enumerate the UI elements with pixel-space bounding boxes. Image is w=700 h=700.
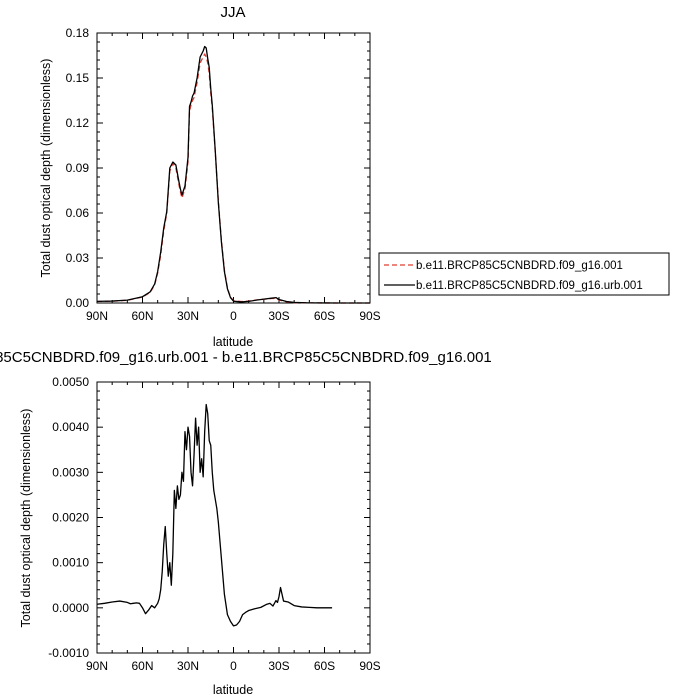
- top-plot-frame: [96, 32, 371, 304]
- chart-top: JJA 90N 60N 30N 0 30S 60S 90S 0.00 0.03 0.06 0.09 0…: [39, 4, 381, 349]
- chart-top-title: JJA: [220, 4, 245, 21]
- bottom-ytick-label: -0.0010: [48, 646, 89, 660]
- top-xtick-label: 60N: [131, 309, 153, 323]
- bottom-ytick-label: 0.0030: [52, 465, 89, 479]
- bottom-series-layer: [96, 403, 333, 627]
- top-xlabel: latitude: [213, 335, 253, 349]
- chart-bottom-title: CP85C5CNBDRD.f09_g16.urb.001 - b.e11.BRC…: [0, 349, 492, 366]
- top-xtick-label: 90S: [359, 309, 380, 323]
- top-xtick-label: 30S: [268, 309, 289, 323]
- top-xtick-label: 90N: [86, 309, 108, 323]
- legend: b.e11.BRCP85C5CNBDRD.f09_g16.001 b.e11.B…: [378, 252, 670, 296]
- top-ytick-label: 0.15: [66, 71, 90, 85]
- bottom-plot-frame: [96, 381, 371, 654]
- top-xtick-label: 0: [230, 309, 237, 323]
- bottom-ytick-label: 0.0010: [52, 556, 89, 570]
- top-ticks-layer: 90N 60N 30N 0 30S 60S 90S 0.00 0.03 0.06 0.09 0.12 0…: [66, 26, 381, 323]
- top-series-line-2: [96, 45, 370, 304]
- bottom-ticks-layer: 90N 60N 30N 0 30S 60S 90S -0.0010 0.0000 0.0010 0.…: [48, 375, 380, 673]
- bottom-ytick-label: 0.0050: [52, 375, 89, 389]
- bottom-xlabel: latitude: [213, 683, 253, 697]
- top-ytick-label: 0.12: [66, 116, 90, 130]
- top-ylabel: Total dust optical depth (dimensionless): [39, 59, 53, 278]
- bottom-series-line-1: [96, 403, 333, 627]
- top-ytick-label: 0.06: [66, 206, 90, 220]
- top-xtick-label: 30N: [177, 309, 199, 323]
- bottom-xtick-label: 60S: [314, 659, 335, 673]
- top-ytick-label: 0.00: [66, 296, 90, 310]
- legend-label-1: b.e11.BRCP85C5CNBDRD.f09_g16.001: [416, 260, 623, 272]
- bottom-ytick-label: 0.0020: [52, 511, 89, 525]
- bottom-xtick-label: 0: [230, 659, 237, 673]
- bottom-xtick-label: 90S: [359, 659, 380, 673]
- legend-box: [378, 252, 670, 296]
- legend-label-2: b.e11.BRCP85C5CNBDRD.f09_g16.urb.001: [416, 280, 643, 292]
- bottom-xtick-label: 30S: [268, 659, 289, 673]
- bottom-ytick-label: 0.0000: [52, 601, 89, 615]
- bottom-ylabel: Total dust optical depth (dimensionless): [19, 409, 33, 628]
- bottom-xtick-label: 30N: [177, 659, 199, 673]
- top-ytick-label: 0.09: [66, 161, 90, 175]
- top-series-line-1: [96, 53, 370, 304]
- top-ytick-label: 0.18: [66, 26, 90, 40]
- bottom-xtick-label: 60N: [131, 659, 153, 673]
- top-series-layer: [96, 45, 370, 304]
- top-xtick-label: 60S: [314, 309, 335, 323]
- chart-bottom: CP85C5CNBDRD.f09_g16.urb.001 - b.e11.BRC…: [0, 349, 492, 697]
- bottom-xtick-label: 90N: [86, 659, 108, 673]
- bottom-ytick-label: 0.0040: [52, 420, 89, 434]
- top-ytick-label: 0.03: [66, 251, 90, 265]
